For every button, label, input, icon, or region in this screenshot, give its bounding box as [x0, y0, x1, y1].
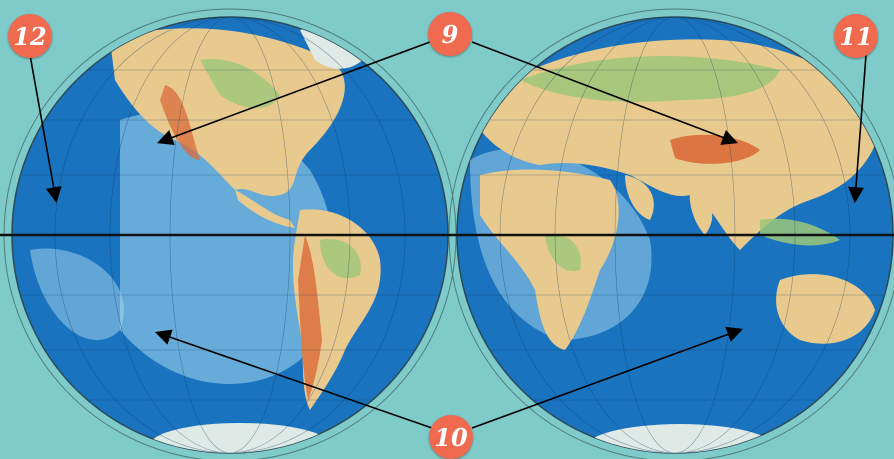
- marker-11: 11: [834, 14, 878, 58]
- australia: [776, 274, 875, 344]
- marker-10: 10: [429, 415, 473, 459]
- arrow-icon: [29, 54, 62, 204]
- africa: [480, 169, 619, 350]
- central-america: [235, 190, 295, 228]
- pointer-arrows: [29, 41, 867, 429]
- north-america: [110, 28, 345, 197]
- arrow-icon: [471, 326, 744, 429]
- andes-mountains: [298, 235, 322, 400]
- arrow-icon: [154, 329, 433, 429]
- arrow-icon: [847, 54, 867, 204]
- indian-subcontinent: [689, 190, 713, 235]
- marker-9: 9: [428, 12, 472, 56]
- antarctica-east: [585, 424, 775, 453]
- marker-12: 12: [8, 14, 52, 58]
- rocky-mountains: [160, 85, 200, 160]
- arrow-icon: [471, 41, 738, 145]
- amazon-lowland: [320, 239, 361, 279]
- congo-lowland: [545, 234, 581, 272]
- arrow-icon: [156, 41, 431, 146]
- siberian-lowland: [520, 56, 780, 102]
- north-america-lowland: [200, 59, 280, 109]
- antarctica-west: [150, 423, 330, 453]
- indonesia: [760, 218, 840, 246]
- arabian-peninsula: [625, 175, 654, 220]
- pacific-shallows: [30, 248, 124, 341]
